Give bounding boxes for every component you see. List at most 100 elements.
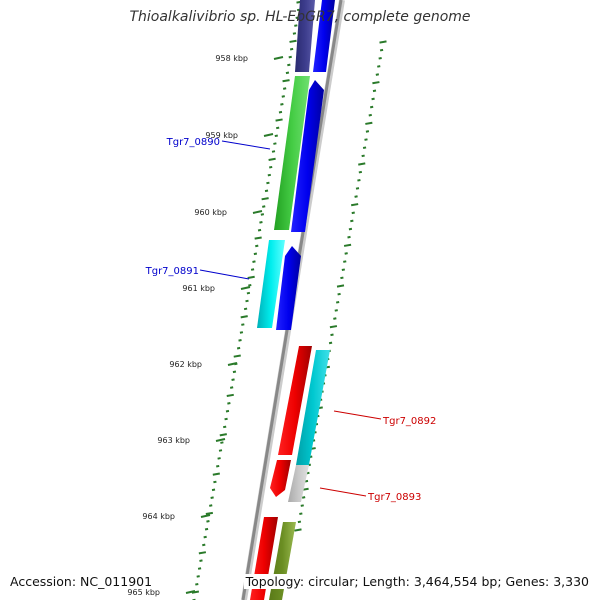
gene-label-tgr7-0893[interactable]: Tgr7_0893: [367, 492, 421, 503]
inner-tick-track: [191, 0, 304, 600]
gene-feature-grey-tgr7-0893[interactable]: [288, 465, 309, 502]
gene-label-tgr7-0891[interactable]: Tgr7_0891: [145, 266, 199, 277]
outer-tick-mark: [330, 333, 334, 337]
leader-line-tgr7-0890: [221, 140, 271, 150]
inner-tick-mark: [266, 181, 270, 185]
outer-tick-mark: [336, 284, 345, 288]
outer-tick-mark: [294, 528, 302, 532]
inner-tick-mark: [245, 299, 249, 303]
inner-tick-mark: [209, 504, 213, 507]
genome-title: Thioalkalivibrio sp. HL-EbGR7, complete …: [129, 9, 471, 25]
outer-tick-mark: [340, 276, 344, 280]
inner-tick-mark: [195, 582, 199, 586]
kbp-label: 965 kbp: [127, 588, 160, 597]
outer-tick-mark: [343, 243, 352, 247]
inner-tick-mark: [278, 110, 283, 114]
inner-tick-mark: [239, 331, 244, 334]
kbp-tick: [273, 56, 284, 60]
gene-feature-green-tgr7-0890[interactable]: [274, 76, 310, 230]
kbp-tick: [215, 438, 226, 442]
inner-tick-mark: [246, 291, 251, 295]
inner-tick-mark: [260, 213, 265, 216]
inner-tick-mark: [253, 252, 258, 256]
inner-tick-mark: [282, 79, 290, 83]
inner-tick-mark: [197, 567, 202, 570]
inner-tick-mark: [275, 118, 283, 122]
inner-tick-mark: [198, 551, 207, 555]
gene-feature-blue-tgr7-0891-fwd[interactable]: [276, 246, 301, 330]
gene-feature-cyan-tgr7-0891[interactable]: [257, 240, 285, 328]
outer-tick-mark: [371, 97, 375, 101]
inner-tick-mark: [206, 520, 210, 523]
inner-tick-mark: [248, 283, 252, 287]
inner-tick-mark: [289, 39, 297, 43]
outer-tick-mark: [361, 154, 365, 158]
kbp-label: 964 kbp: [142, 512, 175, 521]
outer-tick-mark: [351, 211, 355, 215]
outer-tick-mark: [379, 48, 384, 52]
outer-tick-mark: [350, 219, 354, 223]
inner-tick-mark: [264, 189, 269, 193]
inner-tick-mark: [254, 236, 262, 240]
kbp-tick: [227, 362, 238, 366]
outer-tick-mark: [358, 162, 366, 166]
gene-feature-navy-top[interactable]: [295, 0, 315, 72]
inner-tick-mark: [191, 590, 200, 594]
inner-tick-mark: [274, 134, 278, 138]
inner-tick-mark: [275, 126, 280, 130]
inner-tick-mark: [285, 71, 290, 75]
inner-tick-mark: [202, 543, 206, 547]
inner-tick-mark: [292, 32, 297, 35]
outer-tick-mark: [343, 260, 347, 263]
outer-tick-mark: [377, 65, 381, 68]
outer-tick-mark: [337, 292, 341, 296]
outer-tick-mark: [347, 235, 351, 239]
outer-tick-track: [294, 40, 387, 532]
inner-tick-mark: [273, 142, 277, 145]
inner-tick-mark: [261, 197, 269, 201]
kbp-label: 958 kbp: [215, 54, 248, 63]
inner-tick-mark: [199, 559, 203, 562]
inner-tick-mark: [267, 173, 272, 177]
kbp-label: 960 kbp: [194, 208, 227, 217]
inner-tick-mark: [226, 393, 234, 398]
kbp-label: 961 kbp: [182, 284, 215, 293]
gene-feature-teal-tgr7-0892[interactable]: [296, 350, 330, 465]
inner-tick-mark: [212, 472, 220, 476]
inner-tick-mark: [243, 307, 248, 311]
inner-tick-mark: [268, 157, 276, 161]
inner-tick-mark: [233, 354, 241, 358]
inner-tick-mark: [231, 378, 235, 381]
accession-text: Accession: NC_011901: [8, 574, 155, 589]
inner-tick-mark: [289, 47, 294, 51]
gene-feature-red-tgr7-0893[interactable]: [270, 460, 291, 497]
outer-tick-mark: [379, 40, 387, 44]
outer-tick-mark: [299, 512, 303, 516]
inner-tick-mark: [205, 511, 214, 516]
kbp-tick: [263, 133, 274, 137]
outer-tick-mark: [365, 130, 370, 133]
inner-tick-mark: [222, 425, 227, 429]
gene-feature-blue-top[interactable]: [313, 0, 335, 72]
gene-label-tgr7-0890[interactable]: Tgr7_0890: [166, 137, 220, 148]
gene-feature-red-tgr7-0892[interactable]: [278, 346, 312, 455]
outer-tick-mark: [300, 504, 304, 507]
inner-tick-mark: [227, 402, 231, 405]
inner-tick-mark: [255, 244, 259, 248]
outer-tick-mark: [375, 73, 380, 76]
leader-line-tgr7-0892: [333, 410, 382, 420]
outer-tick-mark: [344, 252, 348, 255]
gene-label-tgr7-0892[interactable]: Tgr7_0892: [382, 416, 436, 427]
inner-tick-mark: [220, 441, 224, 444]
outer-tick-mark: [341, 268, 346, 272]
topology-text: Topology: circular; Length: 3,464,554 bp…: [243, 574, 591, 589]
outer-tick-mark: [357, 178, 361, 182]
inner-tick-mark: [280, 103, 284, 106]
outer-tick-mark: [378, 56, 382, 60]
gene-feature-blue-tgr7-0890-fwd[interactable]: [291, 80, 324, 232]
inner-tick-mark: [213, 480, 217, 484]
inner-tick-mark: [262, 205, 266, 208]
inner-tick-mark: [236, 346, 241, 350]
outer-tick-mark: [335, 300, 340, 304]
